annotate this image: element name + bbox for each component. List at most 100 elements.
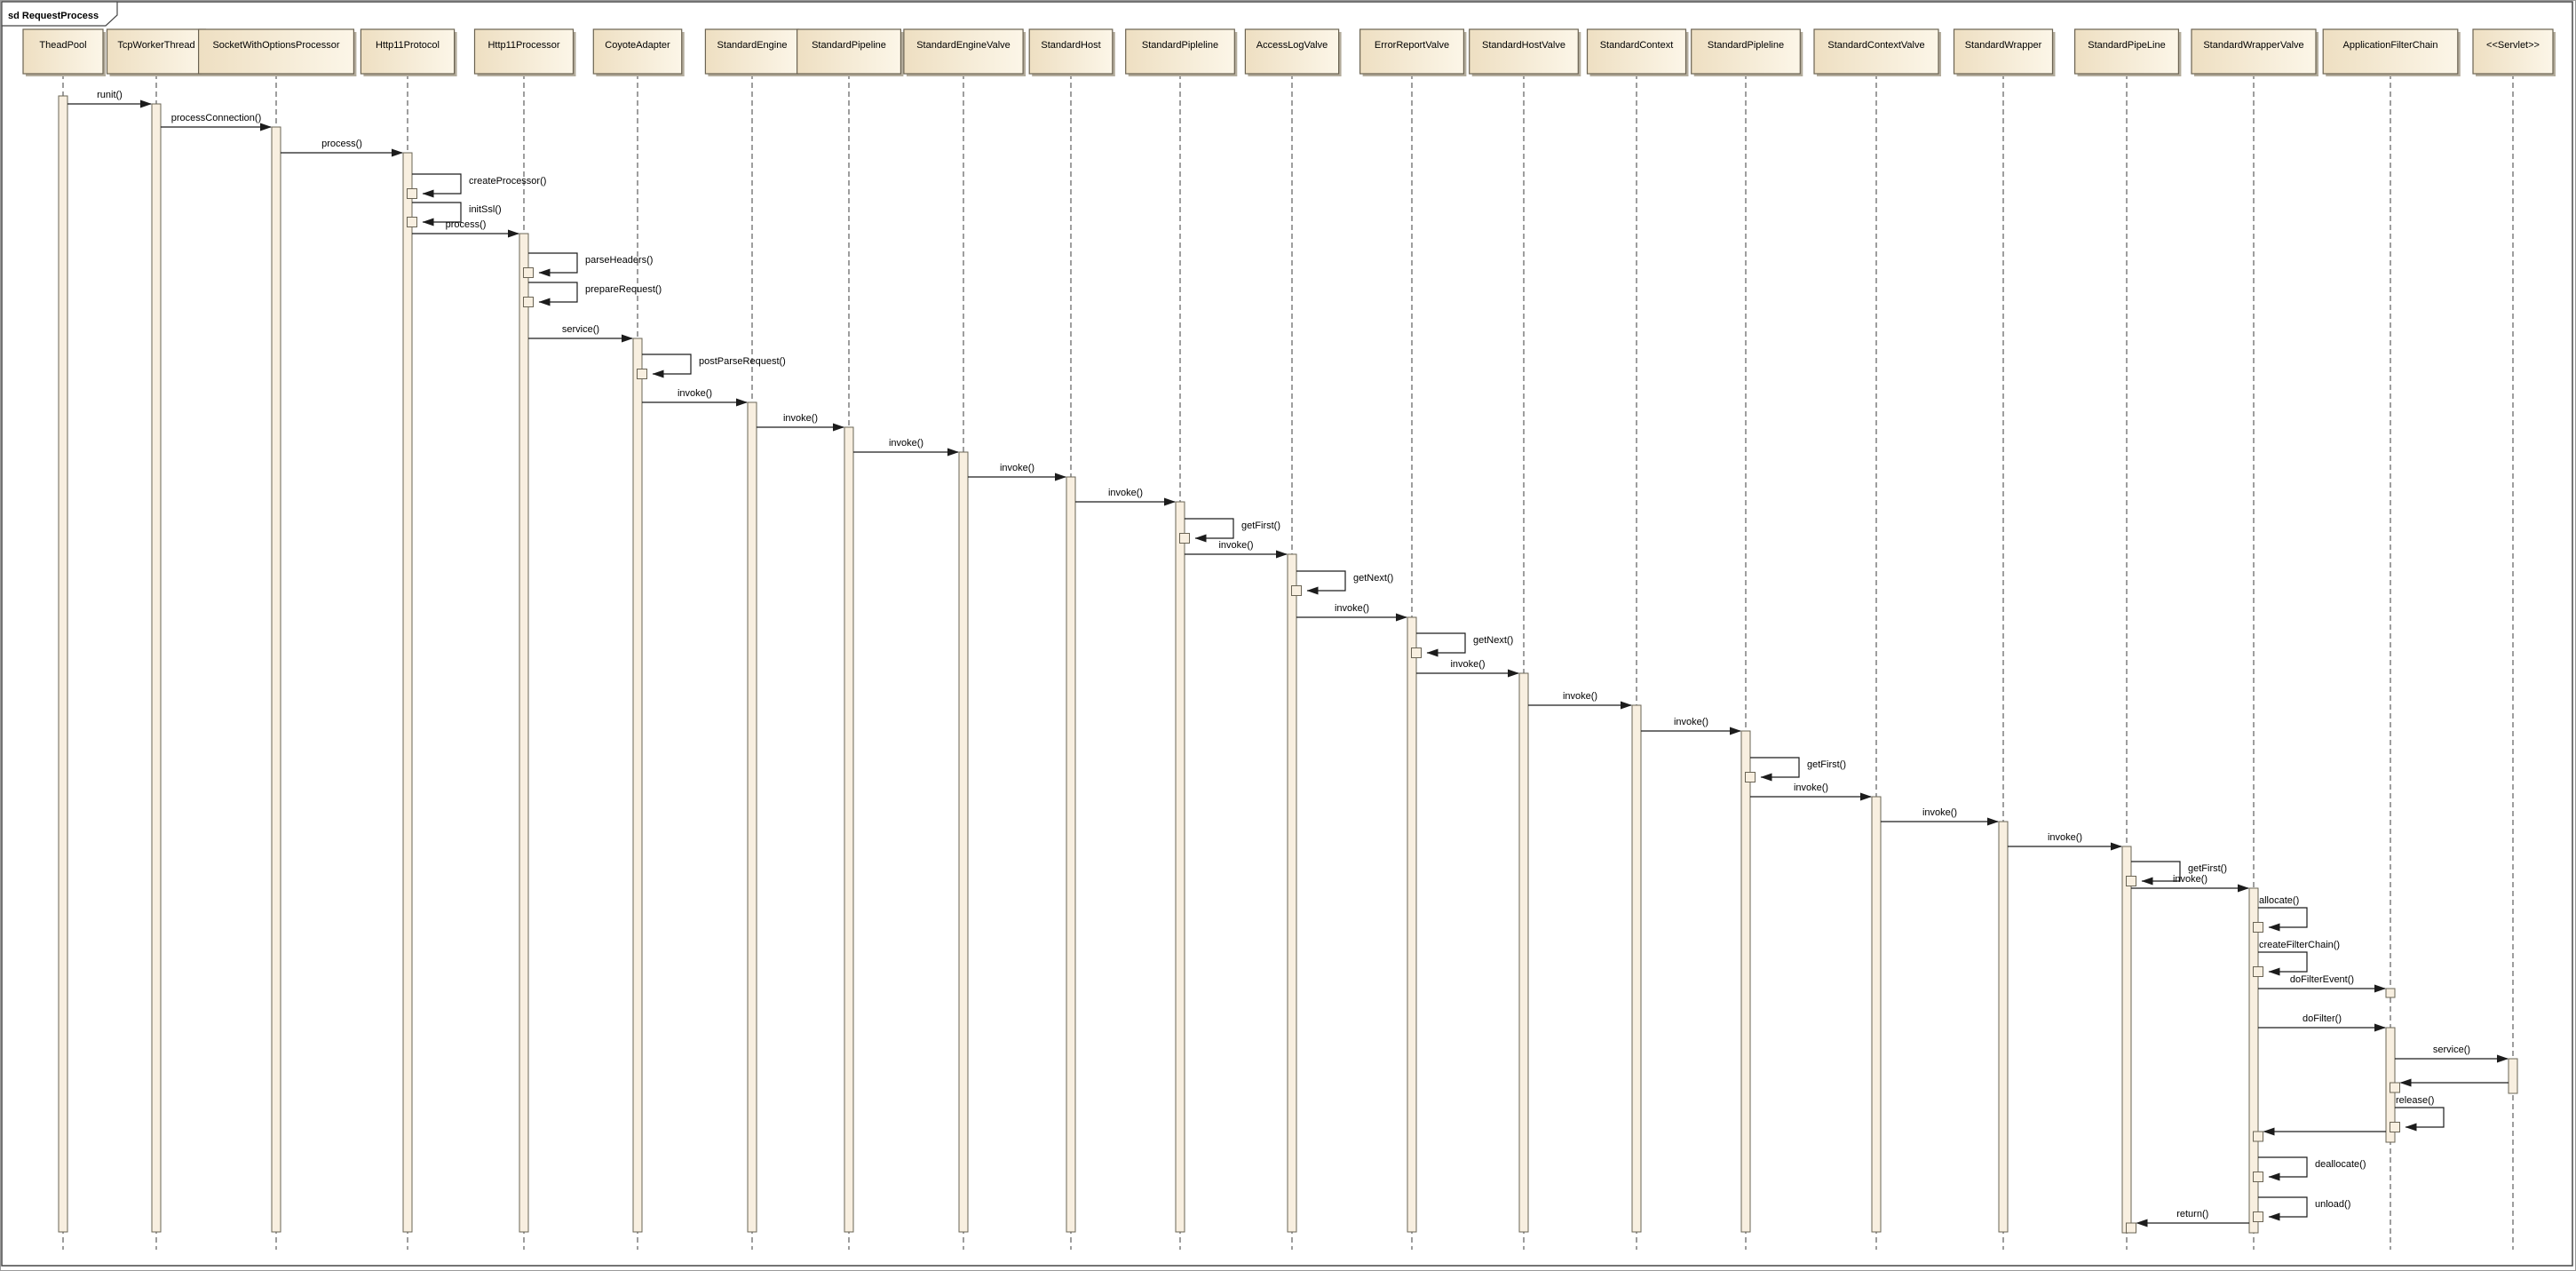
self-message-deallocate[interactable]: deallocate() [2253,1156,2366,1182]
message-invoke[interactable]: invoke() [853,438,959,457]
activation-bar[interactable] [2508,1058,2518,1094]
object-header-box[interactable] [1586,28,1687,75]
arrowhead-right-icon [1164,497,1176,506]
message-invoke[interactable]: invoke() [2008,832,2122,851]
message-process[interactable]: process() [412,219,519,238]
activation-bar[interactable] [1518,672,1529,1233]
message-return[interactable] [2253,1127,2387,1142]
object-header-box[interactable] [1469,28,1579,75]
object-header-box[interactable] [360,28,456,75]
object-header-box[interactable] [2191,28,2317,75]
activation-bar[interactable] [844,426,854,1233]
activation-bar[interactable] [151,103,162,1233]
message-label: service() [2433,1045,2470,1055]
message-invoke[interactable]: invoke() [1641,717,1741,735]
message-processConnection[interactable]: processConnection() [161,113,272,131]
arrowhead-right-icon [1621,701,1632,710]
activation-bar[interactable] [1287,553,1297,1233]
message-label: unload() [2315,1199,2350,1210]
message-doFilterEvent[interactable]: doFilterEvent() [2258,974,2386,993]
message-process[interactable]: process() [281,139,403,157]
self-message-getNext[interactable]: getNext() [1411,632,1514,658]
activation-bar[interactable] [1407,616,1417,1233]
object-header-box[interactable] [1359,28,1464,75]
message-runit[interactable]: runit() [67,90,152,108]
object-header-box[interactable] [592,28,683,75]
activation-bar[interactable] [519,233,529,1233]
activation-bar[interactable] [632,338,643,1233]
activation-bar[interactable] [1740,730,1751,1233]
self-message-getNext[interactable]: getNext() [1291,570,1394,596]
self-message-parseHeaders[interactable]: parseHeaders() [523,252,654,278]
self-message-initSsl[interactable]: initSsl() [407,202,502,227]
message-service[interactable]: service() [2395,1045,2509,1063]
object-header-box[interactable] [2074,28,2180,75]
message-invoke[interactable]: invoke() [2131,874,2249,893]
arrowhead-left-icon [2399,1078,2412,1087]
object-header-box[interactable] [2322,28,2459,75]
activation-bar[interactable] [2121,846,2132,1234]
activation-bar[interactable] [1066,476,1076,1233]
message-invoke[interactable]: invoke() [1881,807,1999,826]
self-message-release[interactable]: release() [2390,1095,2445,1132]
activation-bar[interactable] [58,95,68,1233]
object-header-box[interactable] [1028,28,1114,75]
message-invoke[interactable]: invoke() [1416,659,1519,678]
self-message-getFirst[interactable]: getFirst() [1745,757,1847,782]
self-message-createProcessor[interactable]: createProcessor() [407,173,547,199]
message-label: invoke() [2048,832,2082,843]
activation-bar[interactable] [402,152,413,1233]
object-header-box[interactable] [22,28,104,75]
message-invoke[interactable]: invoke() [1750,782,1872,801]
self-message-postParseRequest[interactable]: postParseRequest() [637,353,786,379]
activation-bar[interactable] [1631,704,1642,1233]
object-header-box[interactable] [1691,28,1801,75]
object-header-box[interactable] [2472,28,2554,75]
message-invoke[interactable]: invoke() [1296,603,1407,622]
object-header-box[interactable] [198,28,355,75]
message-service[interactable]: service() [528,324,633,343]
return-point-square [2253,1131,2263,1142]
object-name-label: AccessLogValve [1256,40,1328,51]
self-call-loop [528,282,578,303]
activation-bar[interactable] [2248,887,2259,1234]
activation-bar[interactable] [958,451,969,1233]
object-header-box[interactable] [1813,28,1939,75]
activation-bar[interactable] [747,401,757,1233]
activation-bar[interactable] [271,126,281,1233]
self-message-getFirst[interactable]: getFirst() [2126,861,2228,886]
message-invoke[interactable]: invoke() [1528,691,1632,710]
diagram-content: TheadPool TcpWorkerThread SocketWithOption… [22,28,2556,1250]
activation-bar[interactable] [2385,988,2396,998]
message-return[interactable] [2390,1078,2509,1093]
self-message-getFirst[interactable]: getFirst() [1179,518,1281,544]
self-message-prepareRequest[interactable]: prepareRequest() [523,282,662,307]
activation-bar[interactable] [1175,501,1185,1233]
message-invoke[interactable]: invoke() [642,388,748,407]
message-doFilter[interactable]: doFilter() [2258,1013,2386,1032]
return-point-square [2253,1211,2263,1222]
activation-bar[interactable] [1998,821,2009,1233]
object-header-box[interactable] [473,28,575,75]
object-header-box[interactable] [1125,28,1235,75]
object-header-box[interactable] [106,28,207,75]
message-invoke[interactable]: invoke() [1185,540,1288,559]
activation-bar[interactable] [1871,796,1882,1233]
self-message-createFilterChain[interactable]: createFilterChain() [2253,940,2341,977]
message-label: invoke() [1108,488,1143,498]
object-header-box[interactable] [903,28,1024,75]
object-header-box[interactable] [796,28,901,75]
object-name-label: StandardHostValve [1482,40,1565,51]
object-header-box[interactable] [1244,28,1340,75]
message-invoke[interactable]: invoke() [968,463,1066,481]
self-message-allocate[interactable]: allocate() [2253,895,2308,933]
object-header-box[interactable] [704,28,800,75]
arrowhead-right-icon [260,123,272,131]
message-return[interactable]: return() [2126,1209,2250,1234]
self-message-unload[interactable]: unload() [2253,1196,2351,1222]
message-invoke[interactable]: invoke() [757,413,844,432]
object-header-box[interactable] [1953,28,2054,75]
message-invoke[interactable]: invoke() [1075,488,1176,506]
